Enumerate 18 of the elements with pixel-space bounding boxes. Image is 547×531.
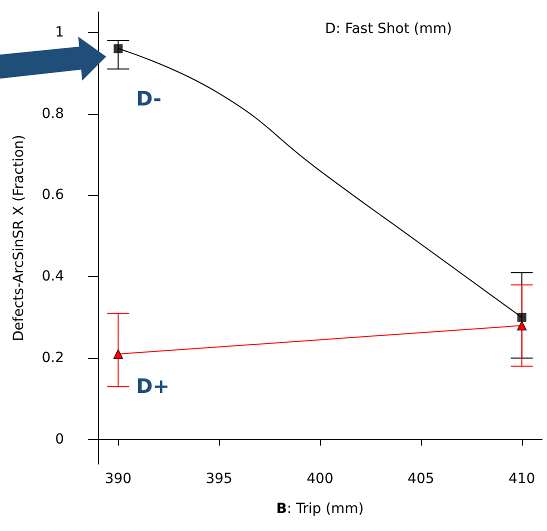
x-axis-title: B: Trip (mm) [276,501,364,517]
x-tick-label: 390 [104,471,132,487]
y-tick-label: 0.8 [42,106,64,122]
y-tick-label: 0.2 [42,350,64,366]
y-tick-label: 1 [55,24,64,40]
x-tick-label: 410 [508,471,536,487]
x-tick-label: 400 [306,471,334,487]
x-tick-label: 395 [206,471,232,487]
x-tick-label: 405 [408,471,434,487]
y-axis-title: Defects-ArcSinSR X (Fraction) [11,134,27,342]
series-label: D+ [136,374,170,398]
y-tick-label: 0 [55,432,64,448]
y-tick-label: 0.4 [42,268,64,285]
y-tick-label: 0.6 [42,187,64,204]
point [517,312,526,322]
legend-title: D: Fast Shot (mm) [325,21,452,37]
point [114,44,123,54]
series-label: D- [136,86,162,111]
